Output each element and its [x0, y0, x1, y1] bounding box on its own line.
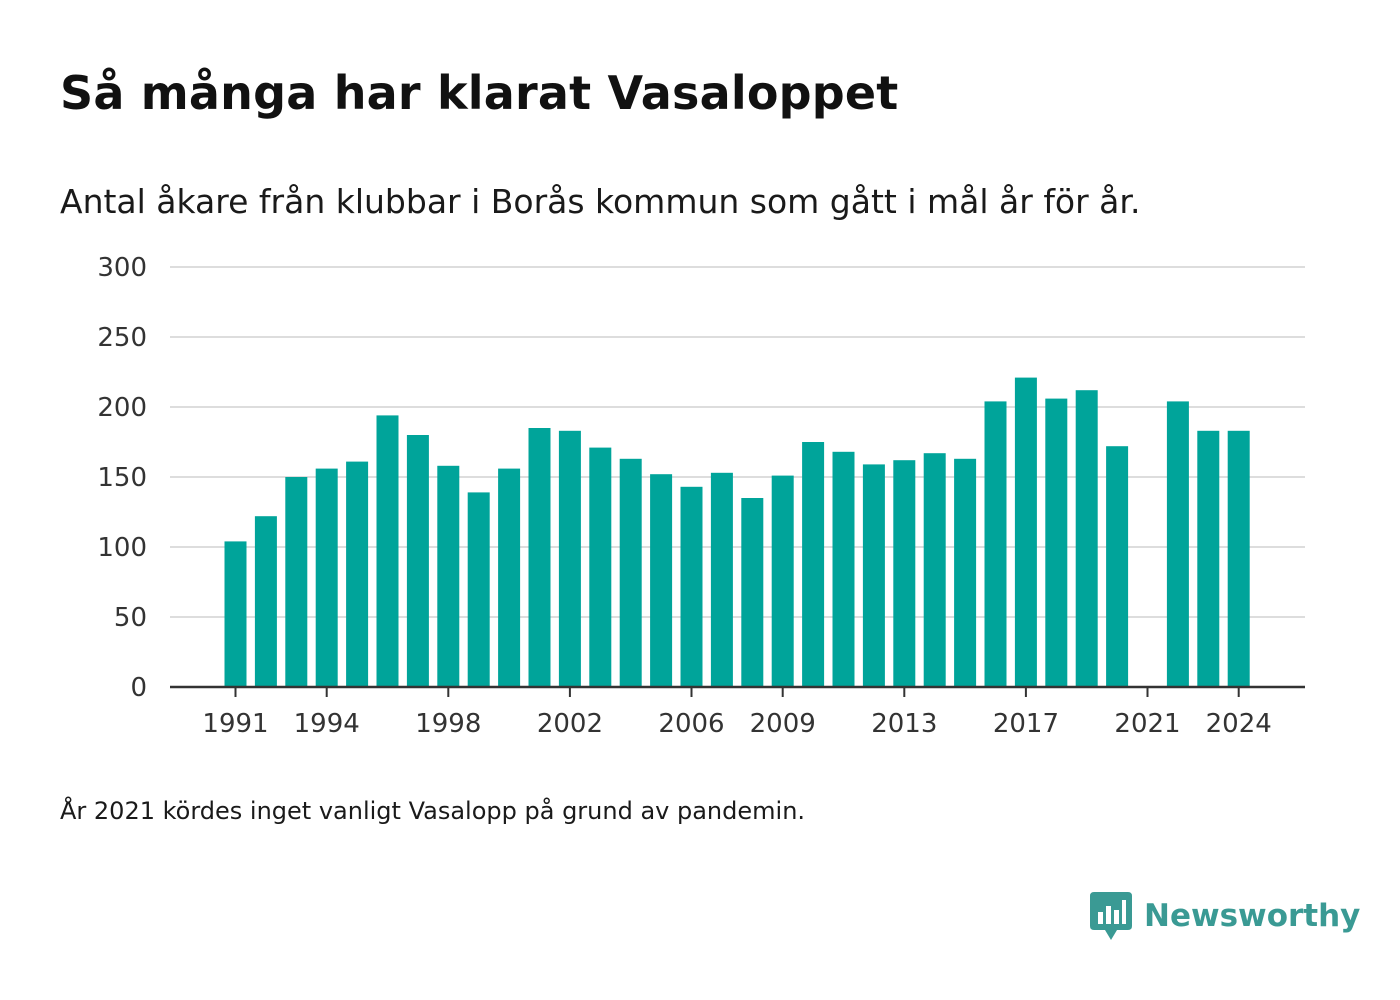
- y-tick-label: 0: [130, 673, 147, 703]
- gridlines: [170, 266, 1305, 618]
- bar-1992: [254, 516, 277, 687]
- bars: [224, 377, 1250, 687]
- bar-2013: [893, 460, 916, 687]
- bar-2016: [984, 401, 1007, 687]
- bar-2004: [619, 458, 642, 687]
- x-tick-label: 2021: [1114, 709, 1180, 739]
- bar-2000: [498, 468, 521, 687]
- bar-chart: 0 50 100 150 200 250 300 1991 1994 1998 2002 2006 2…: [97, 253, 1305, 739]
- bar-2014: [923, 453, 946, 687]
- bar-2020: [1106, 446, 1129, 687]
- x-tick-label: 1998: [415, 709, 481, 739]
- bar-2015: [954, 458, 977, 687]
- brand-logo: Newsworthy: [1090, 890, 1360, 942]
- x-tick-label: 1994: [294, 709, 360, 739]
- x-tick-label: 2009: [750, 709, 816, 739]
- bar-1996: [376, 415, 399, 687]
- bar-2017: [1014, 377, 1037, 687]
- bar-1998: [437, 465, 460, 687]
- bar-2002: [558, 430, 581, 687]
- y-axis-tick-labels: 0 50 100 150 200 250 300: [97, 253, 147, 703]
- bar-1997: [406, 435, 429, 687]
- bar-2005: [650, 474, 673, 687]
- bar-2001: [528, 428, 551, 687]
- y-tick-label: 200: [97, 393, 147, 423]
- chart-subtitle: Antal åkare från klubbar i Borås kommun …: [60, 182, 1141, 221]
- y-tick-label: 150: [97, 463, 147, 493]
- bar-1995: [346, 461, 369, 687]
- bar-2003: [589, 447, 612, 687]
- brand-name: Newsworthy: [1144, 898, 1361, 934]
- bar-2018: [1045, 398, 1068, 687]
- y-tick-label: 100: [97, 533, 147, 563]
- footnote: År 2021 kördes inget vanligt Vasalopp på…: [60, 797, 806, 825]
- y-tick-label: 250: [97, 323, 147, 353]
- x-tick-label: 2017: [993, 709, 1059, 739]
- x-axis-tick-labels: 1991 1994 1998 2002 2006 2009 2013 2017 2021 2024: [202, 709, 1271, 739]
- bar-2019: [1075, 390, 1098, 687]
- bar-2011: [832, 451, 855, 687]
- bar-1991: [224, 541, 247, 687]
- newsworthy-logo-icon: [1090, 892, 1132, 940]
- bar-1994: [315, 468, 338, 687]
- bar-2024: [1227, 430, 1250, 687]
- x-axis: [170, 685, 1305, 697]
- bar-2022: [1166, 401, 1189, 687]
- bar-1993: [285, 477, 308, 687]
- x-tick-label: 2006: [658, 709, 724, 739]
- bar-2008: [741, 498, 764, 687]
- bar-2012: [862, 464, 885, 687]
- bar-2009: [771, 475, 794, 687]
- bar-2023: [1197, 430, 1220, 687]
- x-tick-label: 2002: [537, 709, 603, 739]
- y-tick-label: 50: [114, 603, 147, 633]
- chart-title: Så många har klarat Vasaloppet: [60, 66, 899, 120]
- bar-2007: [710, 472, 733, 687]
- bar-2010: [802, 442, 825, 687]
- y-tick-label: 300: [97, 253, 147, 283]
- x-tick-label: 2024: [1206, 709, 1272, 739]
- bar-2006: [680, 486, 703, 687]
- x-tick-label: 2013: [871, 709, 937, 739]
- x-tick-label: 1991: [202, 709, 268, 739]
- bar-1999: [467, 492, 490, 687]
